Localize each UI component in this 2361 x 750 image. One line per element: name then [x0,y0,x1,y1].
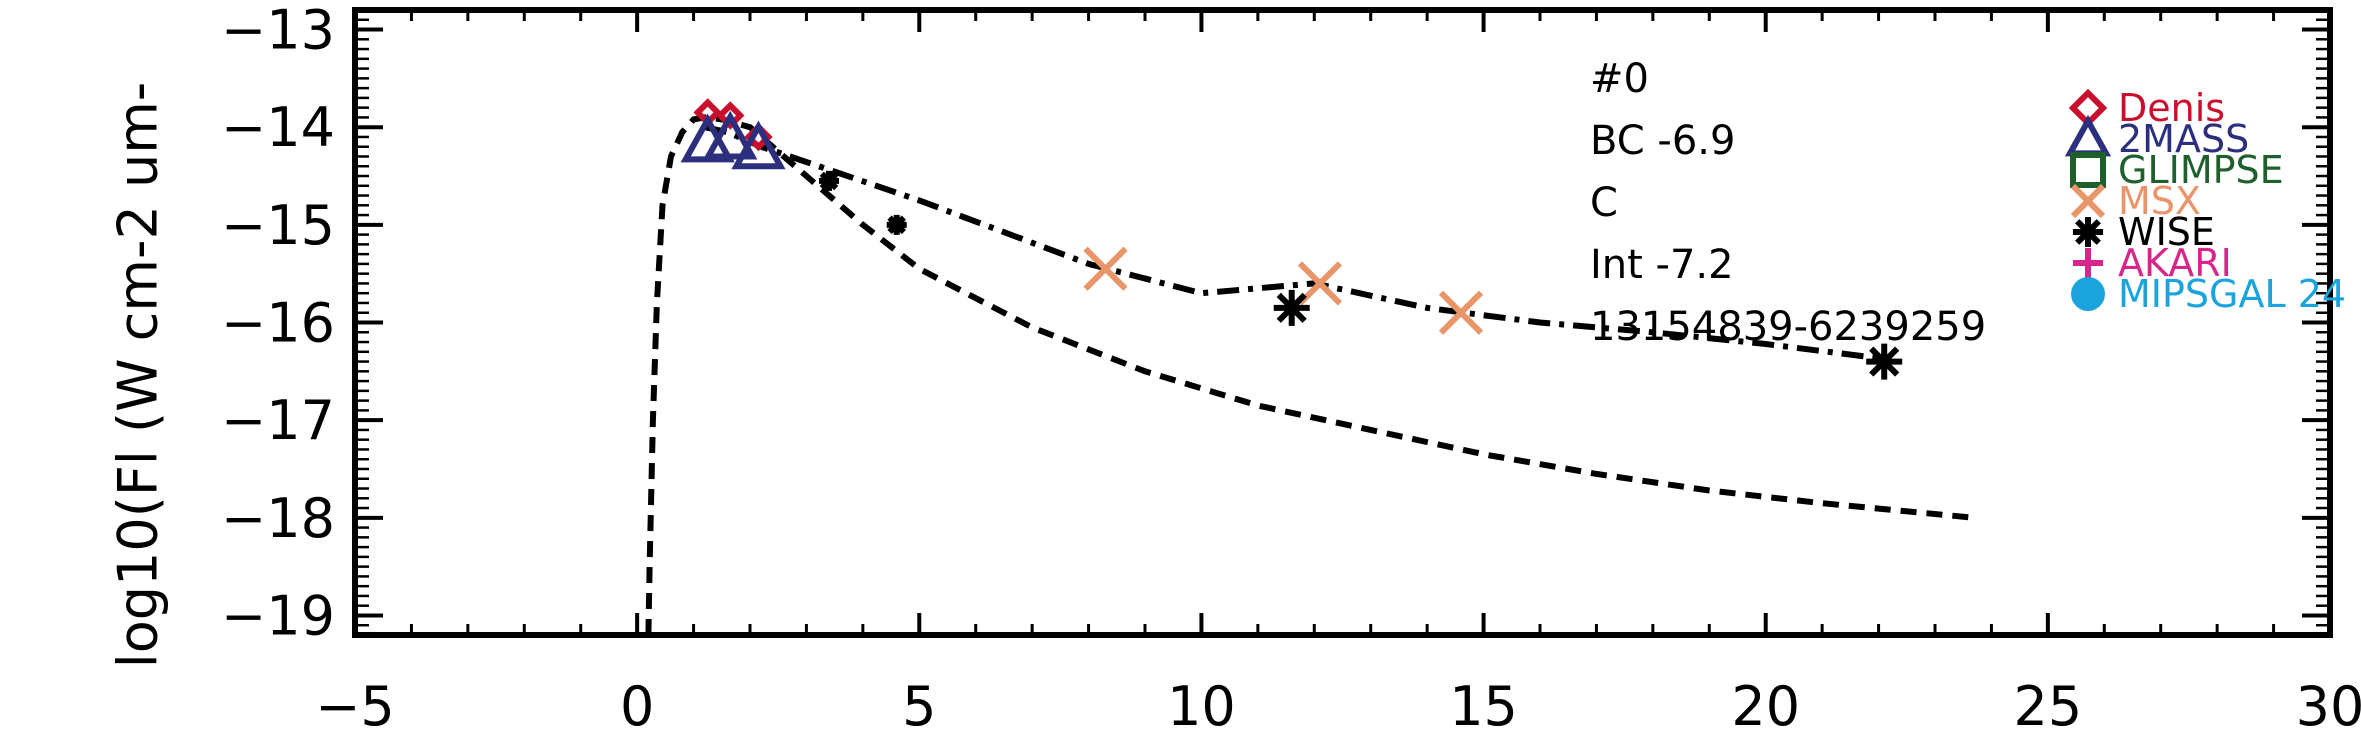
msx-marker [1438,290,1484,335]
legend-symbol-glimpse [2070,152,2106,188]
x-tick-label: 25 [2013,675,2082,738]
wise-marker [819,170,839,191]
y-axis-label: log10(Fl (W cm-2 um- [107,82,170,669]
legend-label: GLIMPSE [2118,148,2284,192]
legend-label: MIPSGAL 24 [2118,272,2346,316]
annotations: #0 BC -6.9 C Int -7.2 13154839-6239259 [1590,56,1986,350]
y-tick-label: −15 [221,194,335,257]
legend-label: Denis [2118,86,2225,130]
x-tick-label: 30 [2296,675,2361,738]
2mass-marker [703,110,758,160]
denis-marker [716,101,745,130]
wise-marker [1273,289,1310,326]
legend-symbol-2mass [2064,114,2112,157]
x-tick-label: 20 [1731,675,1800,738]
annotation-line-3: Int -7.2 [1590,242,1734,288]
y-tick-label: −16 [221,292,335,355]
x-axis-ticks: −5 0 5 10 15 20 25 30 [315,10,2361,738]
data-markers [680,98,1903,380]
msx-marker [1297,261,1343,306]
y-tick-label: −17 [221,389,335,452]
legend-symbol-mipsgal-24 [2071,277,2105,311]
x-tick-label: −5 [315,675,395,738]
x-tick-label: 0 [620,675,654,738]
x-tick-label: 5 [902,675,936,738]
legend-label: AKARI [2118,241,2232,285]
legend-symbol-wise [2073,217,2103,247]
y-tick-label: −14 [221,96,335,159]
y-tick-label: −18 [221,487,335,550]
annotation-line-2: C [1590,180,1618,226]
annotation-line-0: #0 [1590,56,1649,102]
wise-marker [1866,343,1903,380]
wise-marker [886,214,907,235]
legend-label: MSX [2118,179,2201,223]
y-tick-label: −19 [221,584,335,647]
legend-symbol-akari [2073,248,2103,278]
x-tick-label: 10 [1167,675,1236,738]
model-curve-dashed [645,114,1975,636]
annotation-line-4: 13154839-6239259 [1590,304,1986,350]
y-tick-label: −13 [221,0,335,62]
annotation-line-1: BC -6.9 [1590,118,1735,164]
legend-label: WISE [2118,210,2215,254]
model-curves [645,114,1975,636]
x-tick-label: 15 [1449,675,1518,738]
y-axis-ticks: −19 −18 −17 −16 −15 −14 −13 [221,0,2330,647]
msx-marker [1083,246,1128,291]
2mass-marker [731,120,786,170]
legend-symbol-msx [2070,183,2106,219]
legend-label: 2MASS [2118,117,2249,161]
